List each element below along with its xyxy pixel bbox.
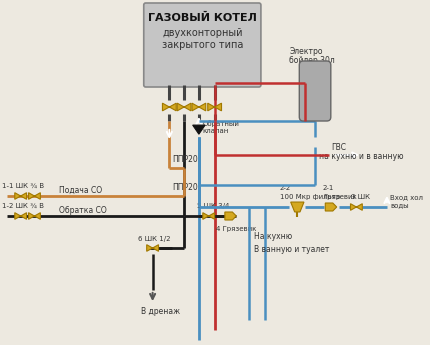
Text: 3 ШК: 3 ШК [351,194,371,200]
Polygon shape [350,204,362,210]
Text: 1-1 ШК ¾ В: 1-1 ШК ¾ В [2,183,44,189]
Polygon shape [203,213,215,219]
Text: ГАЗОВЫЙ КОТЕЛ: ГАЗОВЫЙ КОТЕЛ [148,13,257,23]
Text: ГВС: ГВС [331,143,346,152]
FancyBboxPatch shape [299,61,331,121]
Text: Электро: Электро [289,47,323,56]
Polygon shape [325,203,337,211]
Polygon shape [208,103,221,111]
Text: воды: воды [390,202,408,208]
Polygon shape [15,213,27,219]
Text: ППР20: ППР20 [172,155,198,164]
Text: 5 ШК 3/4: 5 ШК 3/4 [197,203,229,209]
Text: двухконторный: двухконторный [162,28,243,38]
Text: Обратный: Обратный [203,120,240,127]
Text: 100 Мкр фильтр: 100 Мкр фильтр [280,194,340,200]
Polygon shape [28,193,40,199]
Text: 6 ШК 1/2: 6 ШК 1/2 [138,236,170,242]
Text: бойлер 30л: бойлер 30л [289,56,335,65]
Text: Обратка СО: Обратка СО [59,206,107,215]
Polygon shape [291,202,304,212]
Text: закрытого типа: закрытого типа [162,40,243,50]
Text: на кухню и в ванную: на кухню и в ванную [319,152,403,161]
Polygon shape [28,213,40,219]
Text: клапан: клапан [203,128,229,134]
Text: ППР20: ППР20 [172,183,198,192]
Polygon shape [163,103,176,111]
Text: 2-2: 2-2 [280,185,291,191]
Text: Грязевик: Грязевик [323,194,356,200]
Polygon shape [225,212,237,220]
Text: 2-1: 2-1 [323,185,334,191]
Polygon shape [147,245,159,251]
Polygon shape [177,103,191,111]
Text: На кухню: На кухню [254,232,292,241]
Text: 1-2 ШК ¾ В: 1-2 ШК ¾ В [2,203,44,209]
FancyBboxPatch shape [144,3,261,87]
Polygon shape [192,103,206,111]
Text: 4 Грязевик: 4 Грязевик [215,226,256,232]
Polygon shape [15,193,27,199]
Polygon shape [193,125,205,134]
Text: Вход хол: Вход хол [390,194,423,200]
Text: Подача СО: Подача СО [59,186,102,195]
Text: В дренаж: В дренаж [141,307,180,316]
Text: В ванную и туалет: В ванную и туалет [254,245,329,254]
